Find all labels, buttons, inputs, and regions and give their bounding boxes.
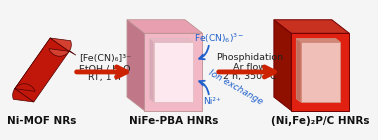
Polygon shape: [291, 33, 349, 111]
Polygon shape: [274, 20, 349, 33]
Text: (Ni,Fe)₂P/C HNRs: (Ni,Fe)₂P/C HNRs: [271, 116, 370, 126]
Text: Fe(CN)$_6)^{3-}$: Fe(CN)$_6)^{3-}$: [194, 31, 244, 45]
Polygon shape: [12, 84, 35, 102]
Text: [Fe(CN)₆]³⁻: [Fe(CN)₆]³⁻: [79, 54, 131, 63]
Text: Ni-MOF NRs: Ni-MOF NRs: [7, 116, 77, 126]
Text: Ion exchange: Ion exchange: [207, 68, 265, 107]
Text: Ar flow: Ar flow: [233, 63, 266, 72]
Text: Phosphidation: Phosphidation: [216, 53, 283, 62]
Polygon shape: [144, 33, 202, 111]
Polygon shape: [154, 42, 193, 102]
Polygon shape: [49, 38, 71, 56]
Polygon shape: [127, 20, 144, 111]
Text: Ni²⁺: Ni²⁺: [203, 97, 221, 106]
Polygon shape: [15, 38, 69, 102]
Polygon shape: [15, 38, 57, 93]
Polygon shape: [274, 20, 291, 111]
Polygon shape: [296, 38, 301, 102]
Text: RT, 1 h: RT, 1 h: [88, 73, 121, 82]
Text: 2 h, 350 °C: 2 h, 350 °C: [223, 72, 276, 81]
Text: NiFe-PBA HNRs: NiFe-PBA HNRs: [129, 116, 218, 126]
Polygon shape: [296, 38, 340, 42]
Polygon shape: [301, 42, 340, 102]
Polygon shape: [149, 38, 193, 42]
Polygon shape: [50, 38, 76, 55]
Polygon shape: [127, 20, 202, 33]
Text: EtOH / H₂O: EtOH / H₂O: [79, 65, 130, 74]
Polygon shape: [149, 38, 154, 102]
